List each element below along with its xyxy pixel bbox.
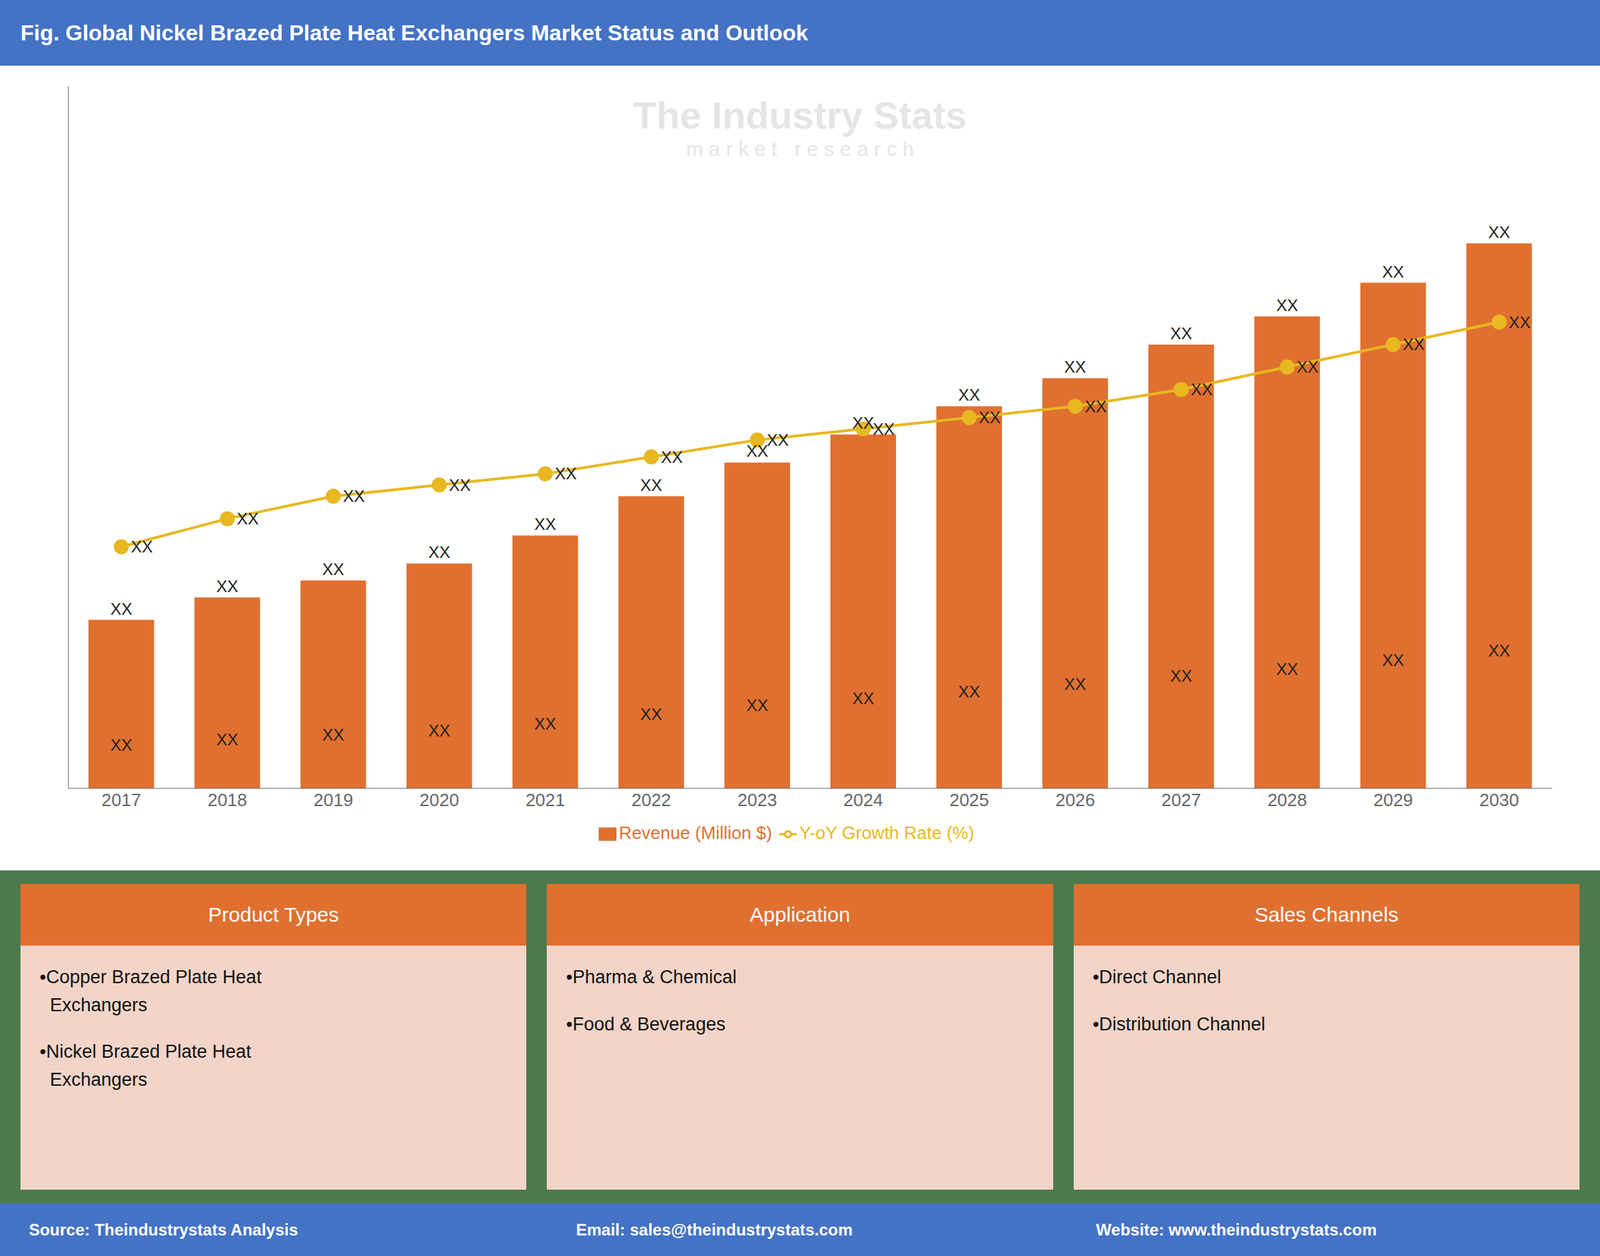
html-text:Fig. Global Nickel Brazed Plat: Fig. Global Nickel Brazed Plate Heat Exc… xyxy=(20,20,809,45)
svg-text:2020: 2020 xyxy=(419,789,460,810)
svg-text:XX: XX xyxy=(852,413,875,432)
svg-text:2024: 2024 xyxy=(843,789,884,810)
svg-text:XX: XX xyxy=(640,704,663,724)
svg-text:XX: XX xyxy=(237,509,260,528)
svg-text:XX: XX xyxy=(1487,641,1510,660)
html-text:Sales Channels: Sales Channels xyxy=(1254,902,1399,926)
svg-text:XX: XX xyxy=(428,542,451,562)
svg-text:2027: 2027 xyxy=(1161,789,1201,810)
svg-text:2026: 2026 xyxy=(1055,789,1095,810)
svg-text:XX: XX xyxy=(872,419,895,439)
svg-text:2030: 2030 xyxy=(1479,789,1520,810)
svg-text:XX: XX xyxy=(1064,357,1087,376)
svg-text:2028: 2028 xyxy=(1267,789,1307,810)
svg-text:2022: 2022 xyxy=(631,789,672,810)
svg-text:XX: XX xyxy=(1064,674,1087,694)
html-text:Source: Theindustrystats Analy: Source: Theindustrystats Analysis xyxy=(28,1219,298,1239)
html-text:Product Types: Product Types xyxy=(208,902,339,926)
svg-text:XX: XX xyxy=(958,682,981,701)
svg-text:XX: XX xyxy=(746,695,769,715)
svg-text:2023: 2023 xyxy=(737,789,778,810)
svg-text:XX: XX xyxy=(852,688,875,708)
svg-text:XX: XX xyxy=(1296,357,1319,376)
svg-text:XX: XX xyxy=(660,447,683,467)
svg-text:XX: XX xyxy=(1170,323,1192,343)
svg-text:XX: XX xyxy=(1381,262,1404,281)
svg-text:XX: XX xyxy=(110,735,132,754)
svg-text:XX: XX xyxy=(1508,313,1531,332)
svg-text:XX: XX xyxy=(1276,295,1298,315)
svg-text:2017: 2017 xyxy=(101,789,142,810)
svg-text:XX: XX xyxy=(428,721,451,740)
svg-text:XX: XX xyxy=(1084,397,1107,416)
svg-text:XX: XX xyxy=(322,559,345,579)
svg-text:XX: XX xyxy=(216,729,239,749)
svg-text:XX: XX xyxy=(343,486,365,506)
svg-text:XX: XX xyxy=(1381,650,1404,670)
html-text:Application: Application xyxy=(749,902,851,926)
html-text:•Food & Beverages: •Food & Beverages xyxy=(566,1013,726,1034)
svg-text:2019: 2019 xyxy=(313,789,354,810)
svg-text:XX: XX xyxy=(766,430,789,450)
html-text:The Industry Stats: The Industry Stats xyxy=(633,93,967,137)
svg-text:XX: XX xyxy=(978,408,1001,427)
svg-text:XX: XX xyxy=(322,725,345,744)
svg-text:2025: 2025 xyxy=(949,789,989,810)
svg-text:XX: XX xyxy=(110,599,132,618)
svg-text:XX: XX xyxy=(1487,222,1510,242)
svg-text:XX: XX xyxy=(131,537,154,556)
svg-text:2029: 2029 xyxy=(1373,789,1413,810)
svg-text:XX: XX xyxy=(534,714,557,733)
html-text:Website: www.theindustrystats.: Website: www.theindustrystats.com xyxy=(1096,1219,1377,1239)
svg-text:XX: XX xyxy=(1170,666,1192,685)
svg-text:2018: 2018 xyxy=(207,789,248,810)
svg-text:XX: XX xyxy=(958,385,981,404)
html-text:•Nickel Brazed Plate Heat Exch: •Nickel Brazed Plate Heat Exchangers xyxy=(39,1040,252,1090)
svg-text:XX: XX xyxy=(746,441,769,460)
svg-text:XX: XX xyxy=(1402,334,1425,354)
html-text:m a r k e t r e s e a r c h: m a r k e t r e s e a r c h xyxy=(686,137,914,160)
html-text:•Pharma & Chemical: •Pharma & Chemical xyxy=(566,966,737,987)
html-text:Revenue (Million $): Revenue (Million $) xyxy=(618,822,773,843)
svg-text:XX: XX xyxy=(1190,380,1213,399)
svg-text:XX: XX xyxy=(1276,659,1298,679)
html-text:•Copper Brazed Plate Heat Exch: •Copper Brazed Plate Heat Exchangers xyxy=(39,966,262,1015)
svg-text:XX: XX xyxy=(640,475,663,495)
svg-text:XX: XX xyxy=(449,475,471,495)
html-text:•Direct Channel: •Direct Channel xyxy=(1092,966,1222,987)
svg-text:XX: XX xyxy=(216,576,239,596)
svg-text:XX: XX xyxy=(554,464,577,483)
html-text:•Distribution Channel: •Distribution Channel xyxy=(1092,1013,1266,1034)
html-text:Email: sales@theindustrystats.: Email: sales@theindustrystats.com xyxy=(576,1219,853,1239)
svg-text:2021: 2021 xyxy=(525,789,566,810)
html-text:Y-oY Growth Rate (%): Y-oY Growth Rate (%) xyxy=(799,822,975,843)
svg-text:XX: XX xyxy=(534,514,557,534)
